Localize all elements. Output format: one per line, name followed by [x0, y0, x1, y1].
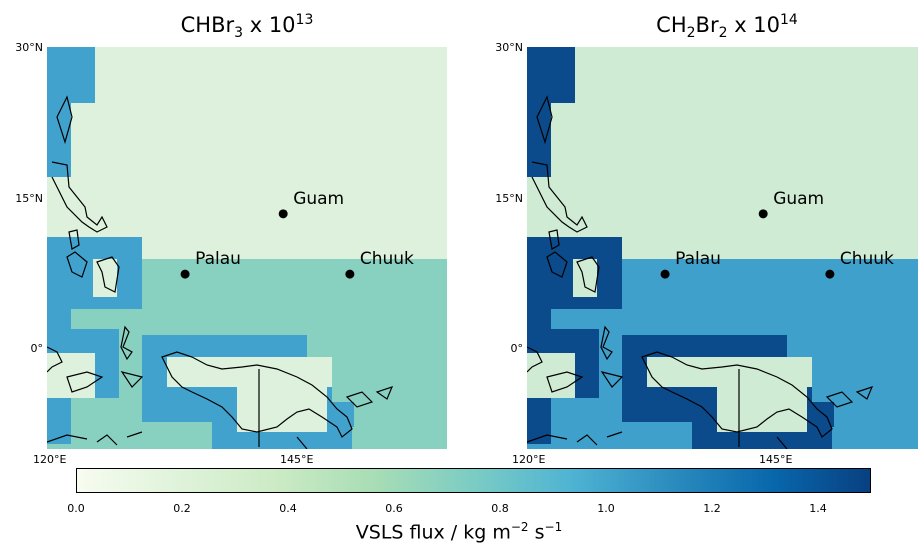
coastline-borneo [527, 346, 543, 373]
lat-label-15n: 15°N [495, 192, 523, 205]
colorbar-gradient [76, 468, 871, 493]
colorbar-tick: 0.2 [173, 502, 191, 515]
place-label-palau: Palau [195, 249, 241, 269]
lat-label-0: 0° [510, 342, 524, 355]
coastline-philippines-luzon [531, 161, 588, 233]
lon-label-145e: 145°E [759, 453, 793, 466]
coastline-borneo [47, 346, 63, 373]
place-markers: Guam Palau Chuuk [660, 189, 894, 279]
flux-cell-high [527, 237, 622, 259]
flux-field [527, 47, 918, 449]
flux-cell-mid [352, 427, 376, 449]
coastline-taiwan [536, 95, 553, 145]
place-label-chuuk: Chuuk [840, 249, 894, 269]
coastline-sulawesi [546, 371, 584, 393]
flux-cell-mid [71, 398, 119, 446]
coastline-philippines-luzon [51, 161, 108, 233]
colorbar-tick: 0.4 [279, 502, 297, 515]
coastline-bismarck [825, 386, 874, 408]
chbr3-flux-map: Guam Palau Chuuk [47, 47, 447, 449]
place-marker-chuuk [345, 269, 355, 279]
lat-label-15n: 15°N [15, 192, 43, 205]
lat-label-30n: 30°N [15, 41, 43, 54]
lon-label-145e: 145°E [280, 453, 314, 466]
lat-label-30n: 30°N [495, 41, 523, 54]
place-label-palau: Palau [675, 249, 721, 269]
coastline-halmahera [120, 371, 144, 388]
lon-label-120e: 120°E [33, 453, 67, 466]
place-marker-palau [660, 269, 670, 279]
flux-field [47, 47, 447, 449]
coastline-south [527, 431, 788, 449]
lat-label-0: 0° [30, 342, 44, 355]
place-label-guam: Guam [773, 189, 824, 209]
right-panel-title: CH2Br2 x 1014 [656, 12, 798, 42]
coastline-south [47, 431, 308, 449]
coastlines [47, 95, 394, 449]
coastline-small-islands [120, 325, 133, 361]
flux-cell-high [47, 237, 142, 259]
place-marker-palau [180, 269, 190, 279]
lon-label-120e: 120°E [512, 453, 546, 466]
coastlines [527, 95, 874, 449]
coastline-new-guinea [161, 351, 353, 438]
place-label-chuuk: Chuuk [360, 249, 414, 269]
flux-cell-mid [832, 427, 856, 449]
coastline-taiwan [56, 95, 73, 145]
colorbar-tick: 0.8 [491, 502, 509, 515]
colorbar [76, 468, 871, 493]
colorbar-label: VSLS flux / kg m−2 s−1 [355, 520, 563, 544]
place-label-guam: Guam [293, 189, 344, 209]
place-marker-chuuk [825, 269, 835, 279]
colorbar-tick: 0.0 [67, 502, 85, 515]
coastline-halmahera [600, 371, 624, 388]
coastline-new-guinea [641, 351, 833, 438]
left-panel-title: CHBr3 x 1013 [180, 12, 314, 42]
coastline-bismarck [345, 386, 394, 408]
colorbar-tick: 1.4 [809, 502, 827, 515]
place-markers: Guam Palau Chuuk [180, 189, 414, 279]
colorbar-tick: 1.0 [597, 502, 615, 515]
coastline-small-islands [600, 325, 613, 361]
ch2br2-flux-map: Guam Palau Chuuk [527, 47, 918, 449]
place-marker-guam [278, 209, 288, 219]
flux-cell-low [237, 382, 327, 432]
colorbar-tick: 1.2 [703, 502, 721, 515]
flux-cell-mid [551, 398, 599, 446]
coastline-sulawesi [66, 371, 104, 393]
coastline-palau-region [576, 256, 600, 293]
coastline-palau-region [96, 256, 120, 293]
place-marker-guam [758, 209, 768, 219]
flux-cell-low [717, 382, 807, 432]
colorbar-tick: 0.6 [385, 502, 403, 515]
coastline-philippines-mindanao [66, 229, 88, 278]
coastline-philippines-mindanao [546, 229, 568, 278]
